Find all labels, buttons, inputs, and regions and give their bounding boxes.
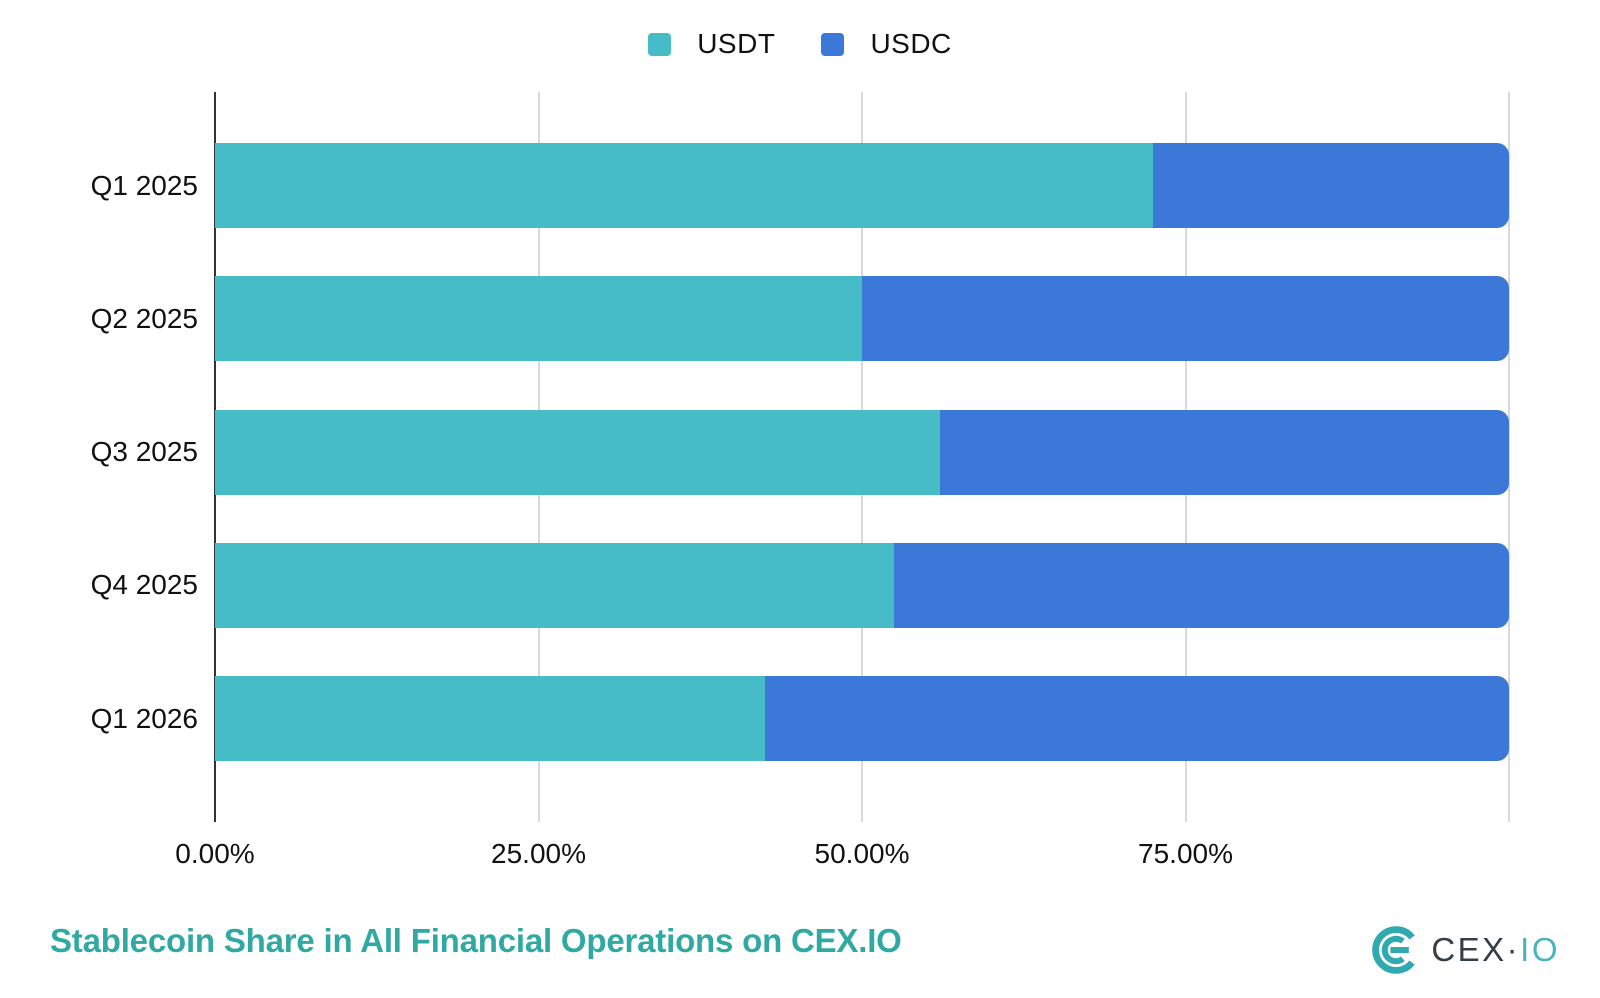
bar-segment-usdt	[215, 542, 895, 628]
bar-segment-usdc	[764, 676, 1509, 761]
logo-text-cex: CEX·	[1431, 931, 1521, 968]
y-category-label: Q3 2025	[90, 436, 198, 467]
bar-segment-usdt	[215, 409, 940, 495]
bar-segment-usdc	[862, 276, 1509, 362]
bar-segment-usdt	[215, 276, 862, 362]
plot-area: 0.00% 25.00% 50.00% 75.00% Q1 2025 Q2 2025 Q3 …	[91, 92, 1510, 869]
cexio-logo: CEX·IO	[1372, 926, 1560, 974]
legend-swatch-usdt	[648, 32, 672, 56]
bar-segment-usdc	[939, 409, 1509, 495]
cexio-logo-mark-icon	[1372, 926, 1416, 974]
x-tick-label: 25.00%	[491, 838, 586, 869]
cexio-wordmark: CEX·IO	[1431, 926, 1560, 974]
y-category-label: Q4 2025	[90, 569, 198, 601]
bar-segment-usdt	[215, 676, 765, 761]
bar-row-q3-2025	[215, 409, 1509, 495]
x-tick-label: 0.00%	[175, 838, 255, 869]
bar-row-q4-2025	[215, 542, 1509, 628]
bar-segment-usdc	[894, 542, 1509, 628]
legend-swatch-usdc	[821, 32, 845, 56]
bar-row-q2-2025	[215, 276, 1509, 362]
legend-label-usdc: USDC	[870, 28, 952, 59]
y-category-label: Q2 2025	[90, 302, 198, 334]
y-category-label: Q1 2026	[90, 702, 198, 734]
y-category-label: Q1 2025	[90, 169, 198, 201]
bar-row-q1-2025	[215, 143, 1509, 228]
bar-row-q1-2026	[215, 676, 1509, 761]
bar-segment-usdc	[1153, 143, 1509, 228]
x-tick-label: 50.00%	[814, 838, 910, 869]
legend-item-usdt: USDT	[648, 28, 775, 60]
chart-title: Stablecoin Share in All Financial Operat…	[50, 922, 902, 959]
legend-item-usdc: USDC	[821, 28, 951, 60]
x-tick-label: 75.00%	[1138, 838, 1233, 869]
bar-segment-usdt	[215, 143, 1154, 228]
legend-label-usdt: USDT	[697, 28, 776, 59]
chart-legend: USDT USDC	[0, 28, 1600, 60]
plot-right-boundary-line	[1508, 92, 1510, 822]
logo-text-io: IO	[1520, 931, 1560, 968]
